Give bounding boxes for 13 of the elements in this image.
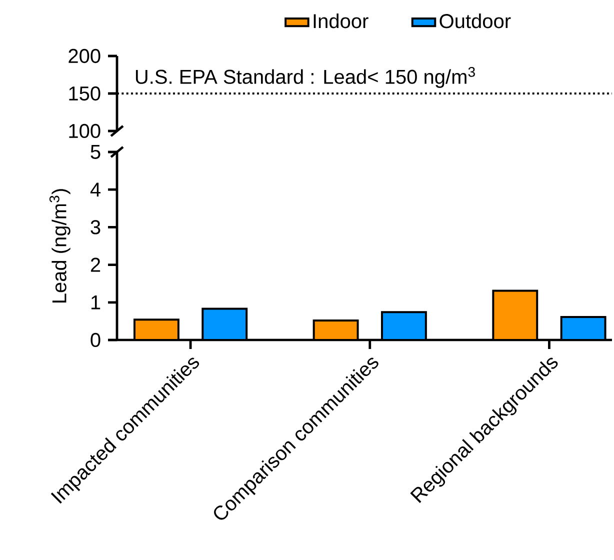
y-tick-label: 0 — [90, 332, 100, 348]
y-axis-title: Lead (ng/m$^{3}$) — [49, 189, 70, 302]
y-tick-label: 100 — [69, 124, 100, 138]
y-tick-label: 200 — [68, 48, 100, 64]
y-tick-label: 4 — [90, 182, 100, 196]
ref-line-label: U.S. EPA Standard : Lead< 150 ng/m$^{3}$ — [136, 67, 475, 88]
y-tick-label: 5 — [90, 145, 100, 159]
legend-label: Outdoor — [440, 14, 511, 28]
legend-label: Indoor — [314, 14, 368, 28]
y-tick-label: 150 — [69, 86, 100, 101]
y-tick-label: 1 — [91, 296, 100, 310]
y-tick-label: 2 — [90, 258, 100, 272]
y-tick-label: 3 — [90, 220, 100, 234]
